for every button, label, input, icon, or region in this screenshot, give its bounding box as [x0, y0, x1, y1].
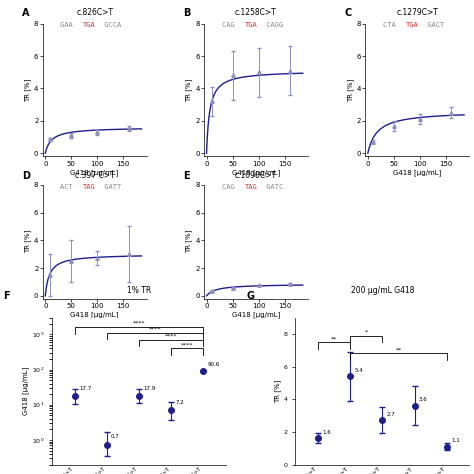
Text: D: D: [22, 171, 30, 181]
Text: c.1090C>T: c.1090C>T: [235, 171, 277, 180]
Text: A: A: [22, 8, 29, 18]
Text: 5.4: 5.4: [355, 368, 363, 373]
Text: TGA: TGA: [245, 22, 257, 28]
Text: 0.7: 0.7: [111, 434, 120, 439]
Y-axis label: TR [%]: TR [%]: [25, 78, 31, 102]
Text: ****: ****: [149, 327, 161, 332]
Text: F: F: [3, 291, 10, 301]
Text: TGA: TGA: [406, 22, 419, 28]
Text: TAG: TAG: [83, 184, 96, 190]
Text: ****: ****: [133, 321, 146, 326]
Text: ****: ****: [165, 334, 177, 338]
Text: GATT: GATT: [100, 184, 122, 190]
X-axis label: G418 [μg/mL]: G418 [μg/mL]: [232, 169, 280, 176]
Title: 200 μg/mL G418: 200 μg/mL G418: [351, 285, 414, 294]
Text: 2.7: 2.7: [386, 412, 395, 417]
Text: *: *: [365, 330, 368, 335]
Text: E: E: [183, 171, 190, 181]
Text: 1.1: 1.1: [451, 438, 460, 443]
Text: 1.6: 1.6: [322, 430, 331, 435]
Text: c.397 C>T: c.397 C>T: [75, 171, 115, 180]
Text: GATC: GATC: [262, 184, 283, 190]
Y-axis label: TR [%]: TR [%]: [186, 78, 192, 102]
Text: **: **: [395, 348, 401, 353]
Text: **: **: [331, 336, 337, 341]
Y-axis label: G418 [μg/mL]: G418 [μg/mL]: [23, 367, 29, 415]
Text: 17.9: 17.9: [143, 386, 155, 391]
Y-axis label: TR [%]: TR [%]: [347, 78, 354, 102]
Text: GAA: GAA: [60, 22, 77, 28]
Text: CAGG: CAGG: [262, 22, 283, 28]
Text: 17.7: 17.7: [79, 386, 91, 392]
Y-axis label: TR [%]: TR [%]: [186, 230, 192, 254]
Text: G: G: [247, 291, 255, 301]
Text: CAG: CAG: [222, 184, 238, 190]
Text: 90.6: 90.6: [208, 362, 220, 367]
Text: 7.2: 7.2: [175, 400, 184, 405]
Text: c.826C>T: c.826C>T: [76, 8, 113, 17]
Text: TAG: TAG: [245, 184, 257, 190]
Text: B: B: [183, 8, 191, 18]
X-axis label: G418 [μg/mL]: G418 [μg/mL]: [232, 311, 280, 319]
Text: 3.6: 3.6: [419, 398, 428, 402]
Text: TGA: TGA: [83, 22, 96, 28]
Text: ****: ****: [181, 342, 193, 347]
Title: 1% TR: 1% TR: [127, 285, 151, 294]
Text: GCCA: GCCA: [100, 22, 122, 28]
Text: c.1258C>T: c.1258C>T: [235, 8, 277, 17]
Text: C: C: [345, 8, 352, 18]
Y-axis label: TR [%]: TR [%]: [25, 230, 31, 254]
X-axis label: G418 [μg/mL]: G418 [μg/mL]: [393, 169, 441, 176]
Text: CTA: CTA: [383, 22, 400, 28]
Y-axis label: TR [%]: TR [%]: [274, 379, 281, 403]
Text: ACT: ACT: [60, 184, 77, 190]
Text: c.1279C>T: c.1279C>T: [396, 8, 438, 17]
X-axis label: G418 [μg/mL]: G418 [μg/mL]: [71, 169, 119, 176]
X-axis label: G418 [μg/mL]: G418 [μg/mL]: [71, 311, 119, 319]
Text: CAG: CAG: [222, 22, 238, 28]
Text: GACT: GACT: [423, 22, 444, 28]
